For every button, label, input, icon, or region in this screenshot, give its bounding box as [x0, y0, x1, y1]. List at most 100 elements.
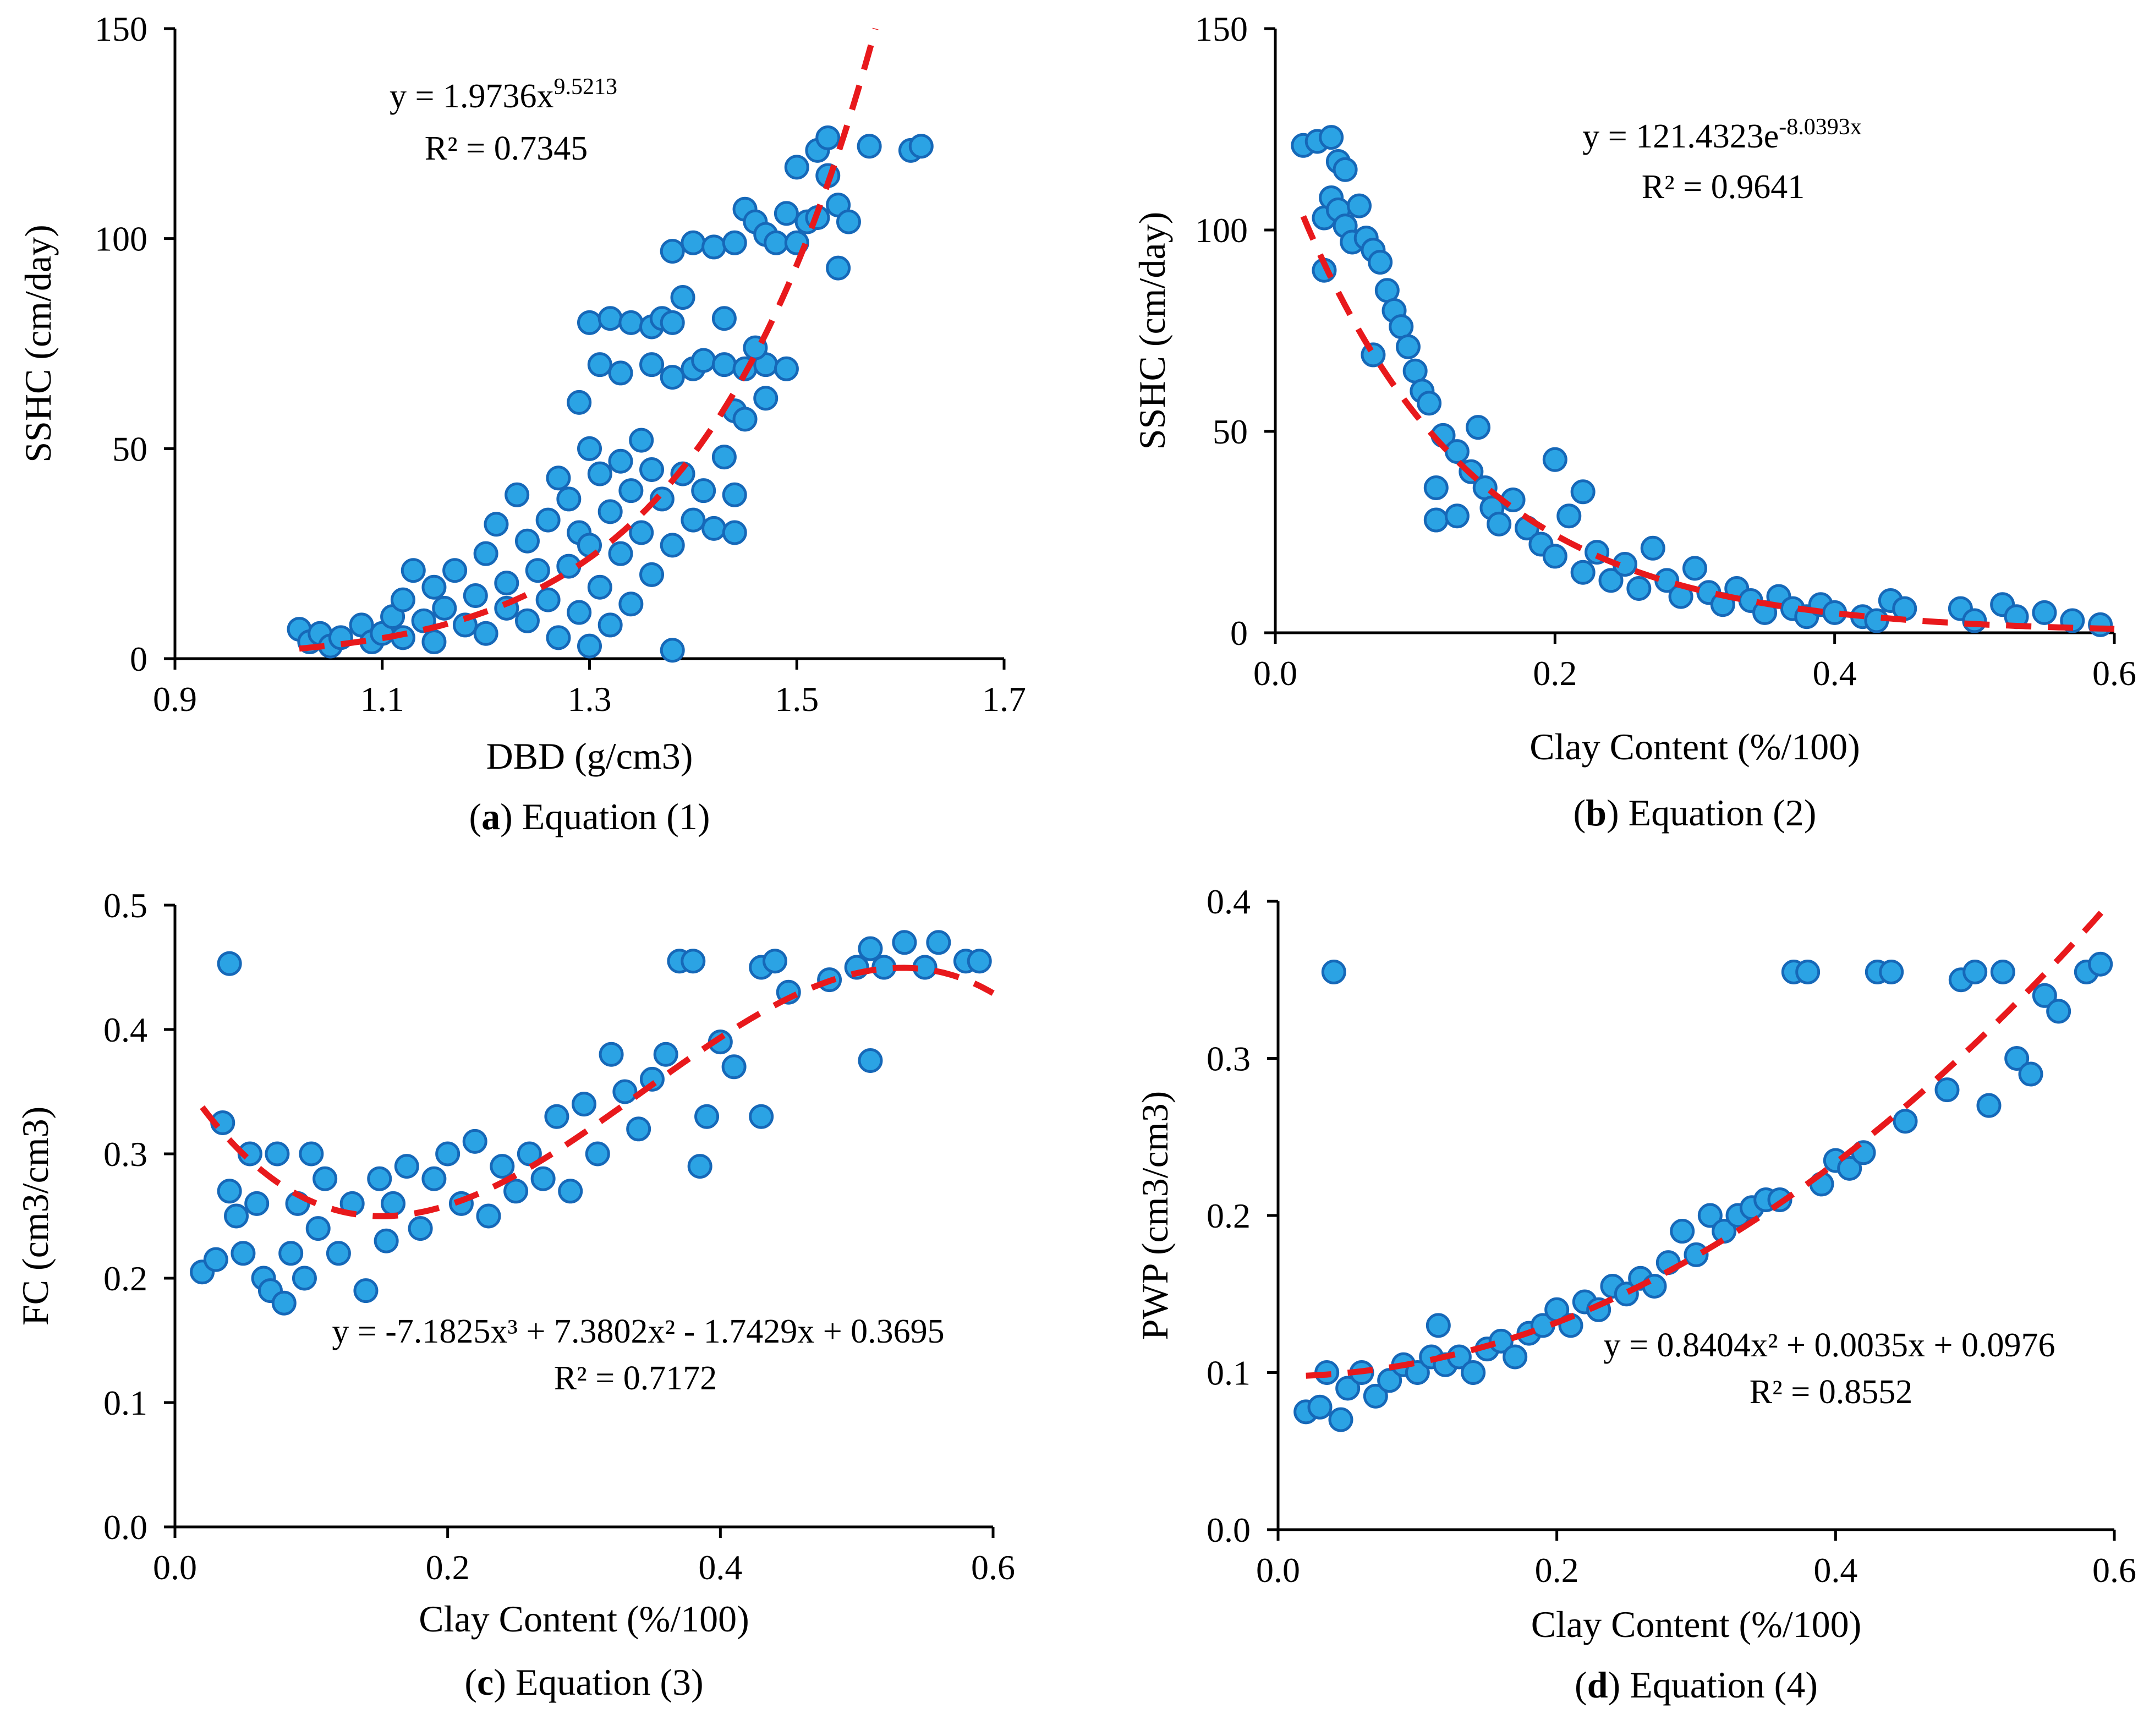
- equation-base: y = -7.1825x³ + 7.3802x² - 1.7429x + 0.3…: [332, 1313, 944, 1350]
- scatter-point: [1962, 959, 1988, 984]
- scatter-point: [572, 1092, 596, 1117]
- y-tick-label: 0.0: [103, 1508, 147, 1547]
- scatter-point: [1405, 1360, 1430, 1385]
- scatter-point: [546, 466, 571, 491]
- scatter-point: [1389, 314, 1414, 339]
- scatter-point: [1402, 358, 1428, 384]
- equation-base: y = 1.9736x: [390, 78, 553, 115]
- caption-open-paren: (: [464, 1661, 477, 1703]
- trend-equation: y = -7.1825x³ + 7.3802x² - 1.7429x + 0.3…: [332, 1313, 944, 1350]
- scatter-point: [514, 528, 540, 554]
- scatter-point: [1990, 959, 2015, 984]
- scatter-point: [490, 1154, 515, 1179]
- scatter-point: [231, 1241, 256, 1266]
- scatter-point: [1335, 1376, 1361, 1401]
- scatter-point: [505, 482, 530, 507]
- equation-exponent: 9.5213: [553, 74, 617, 100]
- scatter-point: [1319, 125, 1344, 150]
- scatter-point: [660, 310, 685, 335]
- x-tick-label: 0.4: [698, 1548, 742, 1587]
- scatter-point: [764, 230, 789, 255]
- caption-text: ) Equation (2): [1607, 792, 1816, 834]
- scatter-point: [587, 352, 612, 377]
- scatter-point: [599, 1042, 624, 1067]
- scatter-point: [892, 930, 917, 955]
- scatter-point: [722, 230, 747, 255]
- scatter-point: [597, 499, 623, 524]
- scatter-point: [1417, 391, 1442, 416]
- scatter-point: [670, 285, 695, 310]
- scatter-point: [681, 507, 706, 533]
- trend-equation: y = 1.9736x9.5213: [390, 74, 617, 115]
- scatter-point: [1598, 568, 1624, 593]
- scatter-point: [585, 1141, 610, 1167]
- scatter-point: [711, 306, 737, 331]
- scatter-point: [1461, 1360, 1486, 1385]
- caption-text: ) Equation (1): [500, 796, 710, 837]
- scatter-point: [421, 574, 447, 600]
- scatter-points: [287, 125, 934, 663]
- y-tick-label: 100: [1195, 211, 1248, 250]
- scatter-point: [503, 1179, 529, 1204]
- scatter-point: [292, 1266, 317, 1291]
- scatter-point: [618, 310, 644, 335]
- scatter-point: [639, 352, 665, 377]
- scatter-point: [587, 574, 612, 600]
- panel-d-pwp-vs-clay: 0.0 0.2 0.4 0.6 0.0 0.1 0.2 0.3 0.4 Clay Content …: [1134, 882, 2136, 1706]
- scatter-point: [558, 1179, 583, 1204]
- x-axis-label: Clay Content (%/100): [1529, 726, 1860, 768]
- scatter-point: [374, 1228, 399, 1253]
- scatter-point: [694, 1104, 720, 1129]
- trendline: [299, 28, 879, 652]
- scatter-point: [394, 1154, 419, 1179]
- scatter-point: [908, 134, 934, 159]
- scatter-point: [1670, 1219, 1695, 1244]
- scatter-point: [1363, 1383, 1388, 1409]
- scatter-point: [1321, 959, 1346, 984]
- scatter-point: [1934, 1077, 1960, 1103]
- scatter-point: [626, 1116, 651, 1142]
- scatter-point: [514, 608, 540, 633]
- scatter-points: [1293, 951, 2113, 1432]
- y-tick-label: 150: [95, 9, 147, 48]
- scatter-point: [749, 1104, 774, 1129]
- scatter-point: [217, 951, 242, 976]
- scatter-point: [762, 949, 787, 974]
- scatter-point: [265, 1141, 290, 1167]
- scatter-point: [435, 1141, 460, 1167]
- equation-base: y = 121.4323e: [1582, 118, 1779, 155]
- scatter-point: [711, 352, 737, 377]
- scatter-point: [1976, 1093, 2002, 1118]
- scatter-point: [858, 1048, 883, 1073]
- scatter-point: [1347, 193, 1372, 218]
- scatter-point: [313, 1166, 338, 1191]
- scatter-point: [1368, 250, 1393, 275]
- caption-letter: a: [481, 796, 500, 837]
- y-tick-label: 0.1: [103, 1383, 147, 1422]
- scatter-point: [484, 512, 509, 537]
- scatter-point: [629, 428, 654, 453]
- y-axis-label: PWP (cm3/cm3): [1134, 1091, 1176, 1340]
- scatter-point: [535, 507, 561, 533]
- scatter-point: [608, 360, 633, 386]
- y-tick-label: 0.3: [1207, 1039, 1251, 1078]
- scatter-point: [722, 520, 747, 545]
- scatter-point: [826, 255, 851, 281]
- scatter-point: [1444, 439, 1470, 464]
- caption-text: ) Equation (3): [494, 1661, 703, 1703]
- scatter-point: [1570, 560, 1596, 585]
- scatter-point: [1893, 1109, 1918, 1134]
- scatter-point: [326, 1241, 351, 1266]
- scatter-point: [530, 1166, 556, 1191]
- r-squared-label: R² = 0.9641: [1642, 168, 1805, 206]
- scatter-point: [1795, 959, 1821, 984]
- scatter-point: [1542, 544, 1567, 569]
- scatter-point: [421, 1166, 447, 1191]
- caption-letter: d: [1587, 1664, 1608, 1706]
- scatter-point: [701, 234, 727, 260]
- caption-open-paren: (: [1575, 1664, 1587, 1706]
- scatter-point: [1542, 447, 1567, 472]
- scatter-point: [597, 612, 623, 638]
- y-tick-label: 0: [1230, 614, 1248, 653]
- scatter-point: [612, 1079, 638, 1104]
